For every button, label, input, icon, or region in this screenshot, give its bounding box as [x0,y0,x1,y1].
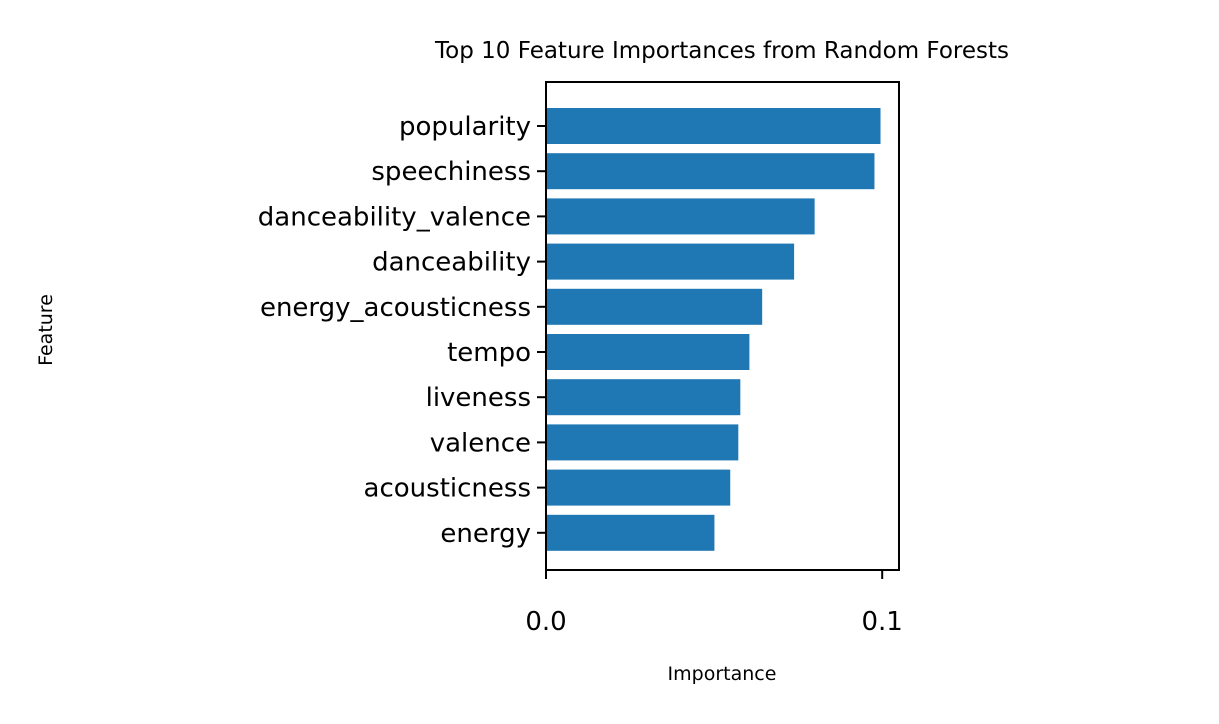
y-tick-label: danceability [372,248,531,278]
bar-valence [546,424,739,461]
y-tick-label: acousticness [364,474,531,504]
x-tick-label: 0.1 [862,607,903,637]
bar-liveness [546,379,741,416]
chart-title: Top 10 Feature Importances from Random F… [434,38,1009,64]
plot-frame [545,81,900,571]
bar-speechiness [546,153,875,190]
bars-group [546,108,881,551]
x-tick-label: 0.0 [525,607,566,637]
bar-danceability_valence [546,198,815,235]
bar-popularity [546,108,881,144]
y-tick-label: liveness [426,383,531,413]
bar-energy_acousticness [546,288,763,325]
bar-tempo [546,334,750,370]
bar-energy [546,514,715,551]
y-axis-label: Feature [35,294,57,366]
y-axis-ticks: popularity speechiness danceability_valenc… [258,112,546,549]
bar-acousticness [546,469,731,506]
y-tick-label: energy_acousticness [260,293,531,323]
y-tick-label: tempo [447,338,531,368]
y-tick-label: danceability_valence [258,202,531,232]
y-tick-label: popularity [399,112,531,142]
x-axis-label: Importance [668,663,777,685]
y-tick-label: valence [430,428,531,458]
y-tick-label: energy [440,519,531,549]
bar-danceability [546,243,795,280]
x-axis-ticks: 0.0 0.1 [525,570,903,637]
y-tick-label: speechiness [371,157,531,187]
